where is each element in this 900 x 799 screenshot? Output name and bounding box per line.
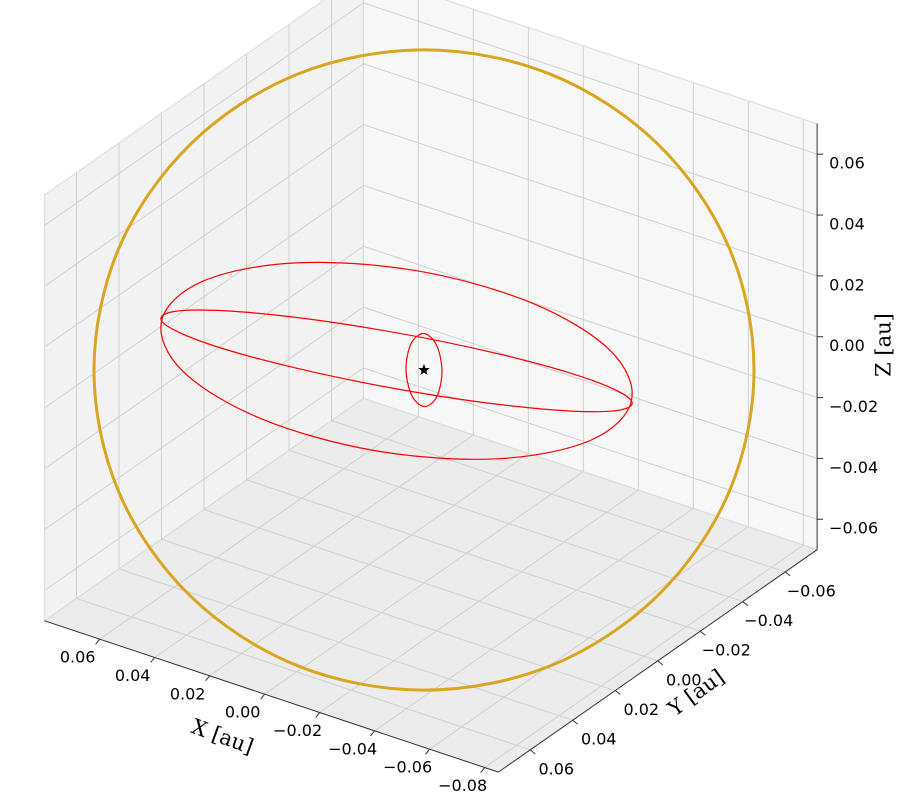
z-tick-label: 0.00 [829,336,865,355]
z-tick-label: 0.02 [829,275,865,294]
grid-line [363,245,818,399]
y-tick-label: 0.04 [581,730,617,749]
grid-line [161,538,616,692]
x-tick-label: −0.08 [438,776,487,795]
z-axis-label: Z [au] [872,313,896,377]
x-tick-label: −0.06 [383,758,432,777]
x-tick [205,675,211,682]
grid-line [44,245,364,470]
y-tick [657,660,664,666]
x-tick-label: −0.04 [328,739,377,758]
ticks: −0.08−0.06−0.04−0.020.000.020.040.06−0.0… [44,123,878,795]
y-tick [572,719,579,725]
grid-line [363,124,818,277]
grid-line [363,306,818,459]
x-tick [370,730,376,737]
grid-line [363,184,818,338]
x-tick [260,693,266,700]
z-tick-label: 0.04 [829,215,865,234]
y-tick [614,690,621,695]
grid-line [44,306,364,530]
grid-line [246,479,701,632]
grid-line [44,2,364,226]
y-axis-line [498,549,818,773]
y-tick [784,571,791,577]
z-tick-label: 0.06 [829,154,865,173]
y-tick-label: −0.06 [787,581,836,600]
grid-line [363,2,818,155]
x-tick-label: 0.00 [225,703,261,722]
y-tick [742,601,749,606]
grid-line [44,185,364,409]
x-tick [315,712,321,718]
y-tick-label: 0.06 [538,759,574,778]
y-tick [699,630,706,636]
grid-line [76,598,531,751]
grid-line [118,568,573,721]
y-tick-label: −0.04 [744,611,793,630]
z-tick-label: −0.04 [829,458,878,477]
grid-line [44,63,364,287]
grid-line [203,509,658,662]
orbit [92,48,756,692]
x-tick-label: 0.04 [115,666,151,685]
grid-line [363,367,818,520]
marks [92,48,756,692]
y-tick-label: 0.00 [666,670,702,689]
x-tick [425,748,431,755]
z-tick-label: −0.06 [829,519,878,538]
y-tick-label: −0.02 [702,641,751,660]
z-tick-label: −0.02 [829,397,878,416]
x-tick [480,767,486,773]
star-marker [418,364,430,375]
x-axis-line [44,620,499,773]
y-tick-label: 0.02 [623,700,659,719]
x-tick-label: 0.02 [170,684,206,703]
grid-line [288,449,743,603]
grid-line [44,124,364,348]
x-tick-label: 0.06 [60,648,96,667]
x-tick-label: −0.02 [273,721,322,740]
grid-line [331,420,786,573]
orbit [405,332,443,408]
orbit [160,309,633,413]
x-tick [95,638,101,645]
x-tick [150,657,156,663]
grid-line [363,63,818,216]
grid-line [44,367,364,591]
y-tick [529,749,536,755]
